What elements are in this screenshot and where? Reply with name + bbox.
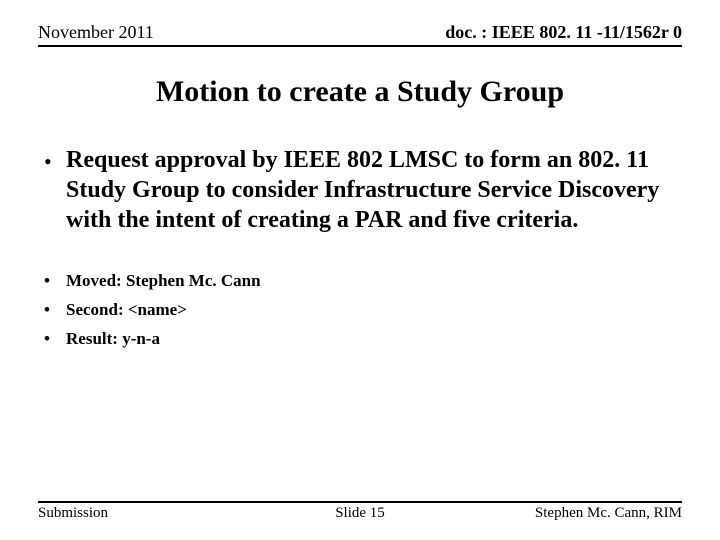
sub-bullet-moved: • Moved: Stephen Mc. Cann xyxy=(66,267,682,296)
sub-bullet-result: • Result: y-n-a xyxy=(66,325,682,354)
slide-footer: Slide 15 Submission Stephen Mc. Cann, RI… xyxy=(38,501,682,522)
slide-title: Motion to create a Study Group xyxy=(38,75,682,109)
sub-bullet-list: • Moved: Stephen Mc. Cann • Second: <nam… xyxy=(38,267,682,354)
bullet-dot-icon: • xyxy=(44,296,50,325)
sub-bullet-text: Moved: Stephen Mc. Cann xyxy=(66,271,261,290)
sub-bullet-text: Result: y-n-a xyxy=(66,329,160,348)
sub-bullet-text: Second: <name> xyxy=(66,300,187,319)
sub-bullet-second: • Second: <name> xyxy=(66,296,682,325)
header-date: November 2011 xyxy=(38,22,154,43)
bullet-dot-icon: • xyxy=(44,151,52,173)
main-bullet-text: Request approval by IEEE 802 LMSC to for… xyxy=(66,145,682,235)
main-bullet: • Request approval by IEEE 802 LMSC to f… xyxy=(38,145,682,235)
header-doc-number: doc. : IEEE 802. 11 -11/1562r 0 xyxy=(445,22,682,43)
slide-header: November 2011 doc. : IEEE 802. 11 -11/15… xyxy=(38,22,682,47)
footer-submission: Submission xyxy=(38,505,108,522)
bullet-dot-icon: • xyxy=(44,267,50,296)
footer-rule xyxy=(38,501,682,503)
bullet-dot-icon: • xyxy=(44,325,50,354)
footer-author: Stephen Mc. Cann, RIM xyxy=(535,505,682,522)
